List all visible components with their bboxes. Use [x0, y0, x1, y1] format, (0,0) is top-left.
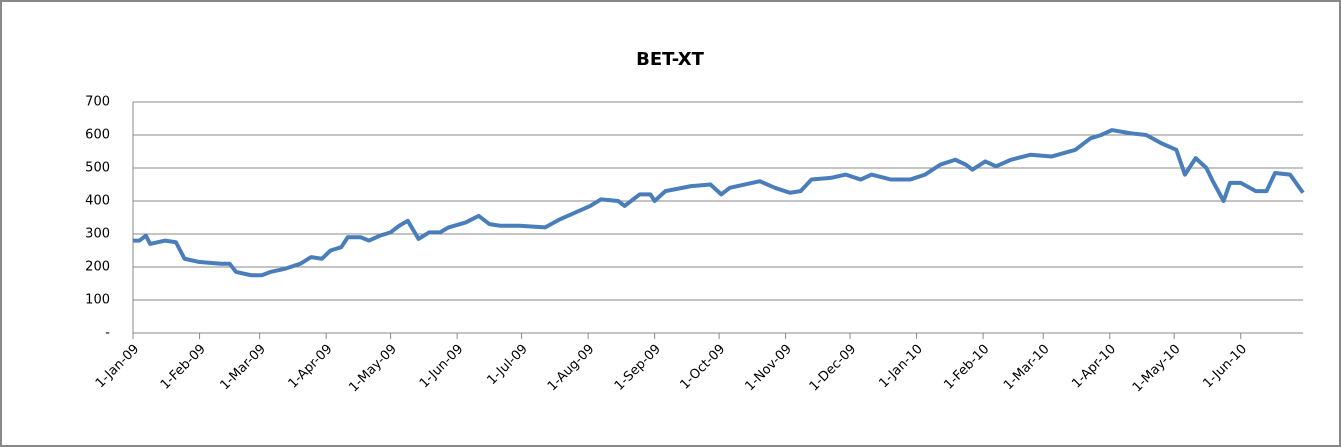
- y-tick-label: 600: [85, 128, 110, 143]
- y-tick-label: 400: [85, 194, 110, 209]
- y-tick-label: 700: [85, 95, 110, 110]
- chart-title: BET-XT: [636, 49, 705, 70]
- y-tick-label: 500: [85, 161, 110, 176]
- line-series: [133, 128, 1305, 278]
- y-tick-label: 200: [85, 260, 110, 275]
- y-tick-label: 300: [85, 227, 110, 242]
- y-tick-label: -: [105, 326, 110, 341]
- y-tick-label: 100: [85, 293, 110, 308]
